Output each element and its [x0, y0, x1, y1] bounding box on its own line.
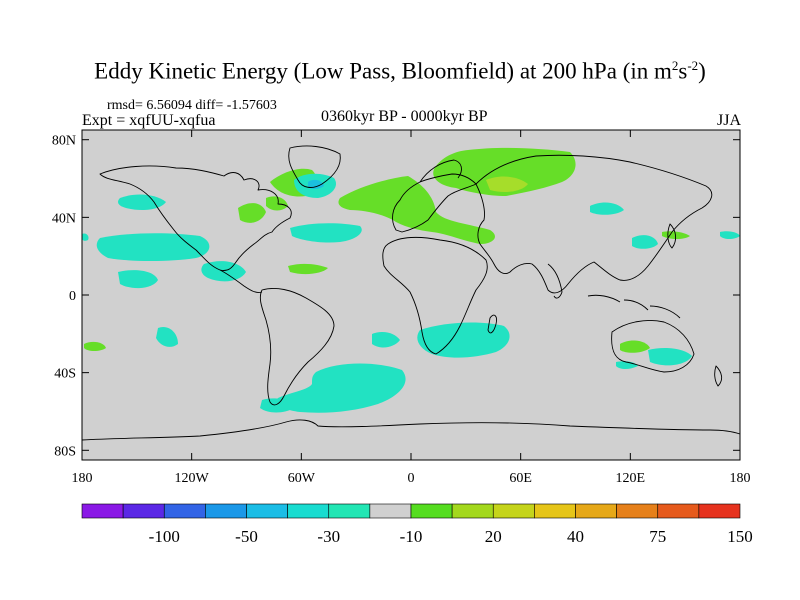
anomaly-southern-ocean	[276, 363, 406, 413]
colorbar-swatch	[492, 503, 535, 519]
coast-greenland	[288, 145, 341, 188]
anomaly-east-pacific-blue	[308, 179, 324, 189]
colorbar-swatch	[205, 503, 247, 519]
anomaly-north-america	[238, 203, 266, 223]
coast-antarctica	[81, 419, 741, 441]
coast-new-zealand	[714, 365, 723, 387]
season-label: JJA	[716, 112, 741, 129]
colorbar-swatch	[657, 503, 700, 519]
lon-label: 0	[408, 471, 415, 486]
colorbar-label: -10	[400, 527, 423, 546]
colorbar-swatch	[616, 503, 659, 519]
colorbar-label: 150	[727, 527, 753, 546]
anomaly-west-edge	[82, 233, 89, 241]
anomaly-south-pacific-west	[84, 341, 106, 351]
coast-madagascar	[487, 314, 497, 334]
plot-title: Eddy Kinetic Energy (Low Pass, Bloomfiel…	[94, 58, 706, 84]
map-axes: 80N 40N 0 40S 80S 180 120W 60W 0 60E 120E 180	[52, 130, 751, 486]
colorbar-swatch	[328, 503, 371, 519]
colorbar-swatch	[534, 503, 576, 519]
anomaly-atlantic-mid	[290, 223, 362, 243]
colorbar-swatch	[163, 503, 206, 519]
colorbar-label: 20	[485, 527, 502, 546]
lat-label: 80S	[54, 444, 76, 459]
colorbar-label: -30	[317, 527, 340, 546]
coast-scandinavia	[419, 159, 462, 183]
colorbar-swatch	[246, 503, 288, 519]
colorbar-swatch	[81, 503, 124, 519]
anomaly-regions	[82, 147, 740, 413]
lat-label: 40N	[52, 211, 76, 226]
colorbar-swatch	[451, 503, 494, 519]
lon-label: 180	[730, 471, 751, 486]
lat-label: 40S	[54, 367, 76, 382]
lon-label: 60E	[509, 471, 532, 486]
coast-asia	[475, 154, 713, 294]
coast-central-america	[219, 269, 263, 293]
lon-label: 120W	[175, 471, 210, 486]
experiment-label: Expt = xqfUU-xqfua	[82, 112, 216, 129]
colorbar-label: 75	[649, 527, 666, 546]
anomaly-pacific-central	[201, 261, 246, 282]
colorbar-swatch	[369, 503, 412, 519]
colorbar-swatch	[410, 503, 453, 519]
anomaly-australia	[620, 340, 650, 353]
colorbar-label: -50	[235, 527, 258, 546]
anomaly-southern-ocean-west	[260, 398, 294, 413]
anomaly-north-pacific-mid	[96, 233, 210, 261]
stats-label: rmsd= 6.56094 diff= -1.57603	[107, 98, 277, 113]
anomaly-north-pacific-west	[720, 231, 740, 239]
map-panel: 80N 40N 0 40S 80S 180 120W 60W 0 60E 120E 180	[52, 129, 751, 486]
anomaly-ural	[486, 176, 528, 192]
coast-australia	[611, 320, 695, 373]
colorbar-swatch	[575, 503, 617, 519]
colorbar-swatch	[287, 503, 330, 519]
coast-africa	[382, 236, 488, 355]
colorbar-label: -100	[149, 527, 180, 546]
anomaly-pacific-equatorial	[118, 270, 158, 289]
anomaly-europe	[338, 176, 495, 244]
colorbar-swatch	[698, 503, 741, 519]
coast-japan	[667, 223, 677, 249]
anomaly-south-atlantic	[417, 322, 510, 358]
coast-south-america	[259, 287, 335, 406]
lon-label: 180	[72, 471, 93, 486]
anomaly-north-europe	[433, 147, 576, 196]
anomaly-japan-sea	[632, 235, 658, 249]
coastlines	[81, 145, 741, 441]
coast-north-america	[99, 165, 292, 271]
coast-india	[547, 263, 563, 299]
anomaly-south-pacific-east	[372, 332, 400, 348]
lat-label: 80N	[52, 134, 76, 149]
coast-indonesia	[587, 294, 681, 319]
colorbar: -100 -50 -30 -10 20 40 75 150	[81, 503, 753, 546]
anomaly-pacific-tropics	[288, 263, 328, 275]
anomaly-south-pacific	[156, 326, 178, 347]
anomaly-south-indian	[648, 348, 692, 366]
anomaly-asia	[590, 202, 624, 215]
colorbar-label: 40	[567, 527, 584, 546]
anomaly-west-atlantic	[266, 196, 288, 211]
lon-label: 60W	[288, 471, 316, 486]
colorbar-swatch	[122, 503, 165, 519]
lon-label: 120E	[616, 471, 646, 486]
coast-europe	[392, 173, 477, 233]
lat-label: 0	[69, 289, 76, 304]
period-label: 0360kyr BP - 0000kyr BP	[321, 108, 488, 125]
anomaly-north-pacific-east	[118, 194, 166, 210]
